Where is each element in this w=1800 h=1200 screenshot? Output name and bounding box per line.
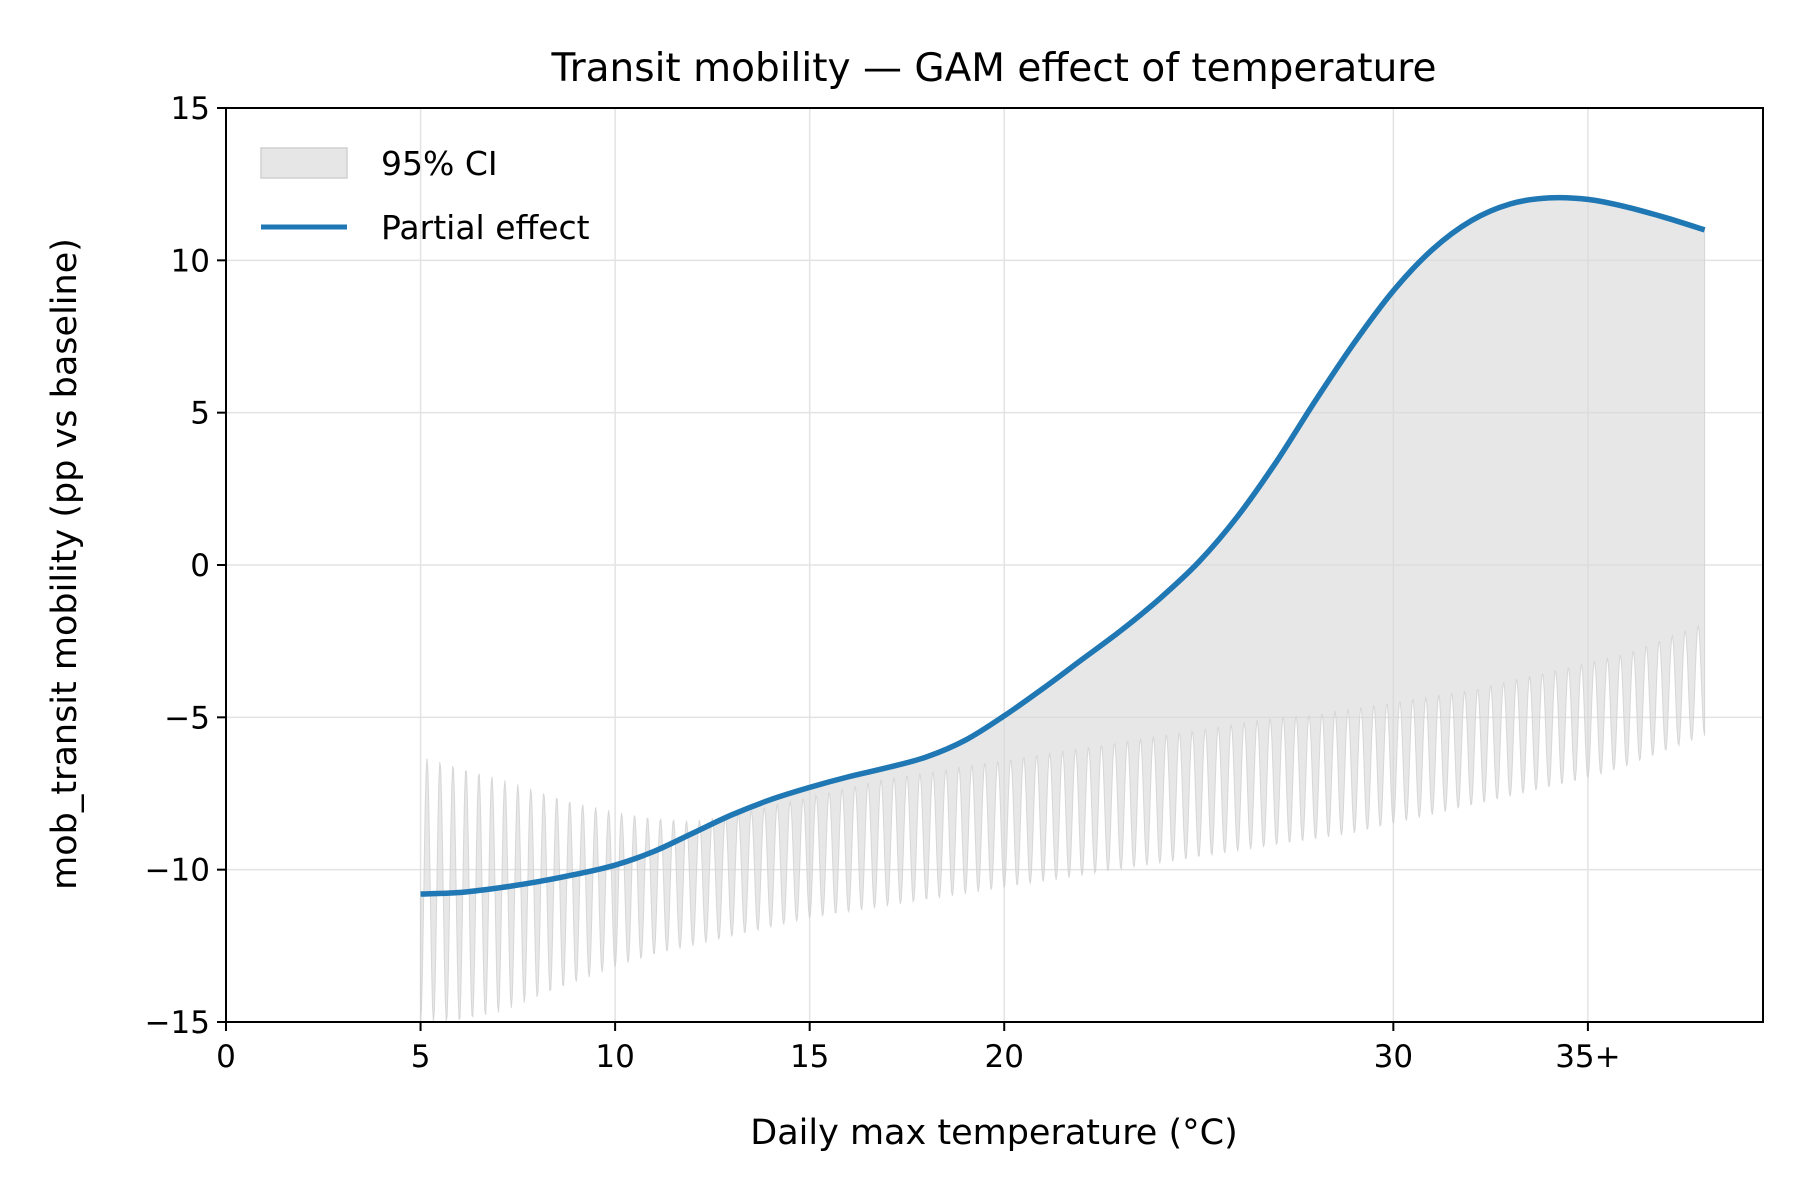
partial-effect-layer	[420, 194, 1706, 897]
x-tick-label-4: 20	[985, 1039, 1024, 1075]
y-tick-label-0: −15	[145, 1005, 210, 1041]
legend-ci-label: 95% CI	[381, 144, 498, 183]
legend-line-label: Partial effect	[381, 208, 590, 247]
x-tick-label-6: 35+	[1555, 1039, 1620, 1075]
y-tick-label-1: −10	[145, 853, 210, 889]
ci-band	[420, 197, 1706, 1023]
chart-title: Transit mobility — GAM effect of tempera…	[551, 46, 1437, 91]
x-axis-label: Daily max temperature (°C)	[750, 1113, 1237, 1153]
x-tick-label-5: 30	[1374, 1039, 1413, 1075]
y-tick-label-6: 15	[171, 91, 210, 127]
x-tick-label-3: 15	[790, 1039, 829, 1075]
x-axis-ticks: 0 5 10 15 20 30 35+	[216, 1022, 1621, 1075]
y-axis-label: mob_transit mobility (pp vs baseline)	[45, 238, 85, 890]
x-tick-label-1: 5	[411, 1039, 431, 1075]
x-tick-label-2: 10	[595, 1039, 634, 1075]
y-tick-label-2: −5	[164, 700, 210, 736]
y-axis-ticks: −15 −10 −5 0 5 10 15	[145, 91, 226, 1041]
legend-ci-swatch	[260, 147, 348, 179]
y-tick-label-3: 0	[190, 548, 210, 584]
y-tick-label-4: 5	[190, 396, 210, 432]
legend: 95% CI Partial effect	[260, 144, 590, 247]
ci-band-area	[420, 197, 1706, 1023]
y-tick-label-5: 10	[171, 243, 210, 279]
partial-effect-line	[420, 194, 1706, 897]
x-tick-label-0: 0	[216, 1039, 236, 1075]
